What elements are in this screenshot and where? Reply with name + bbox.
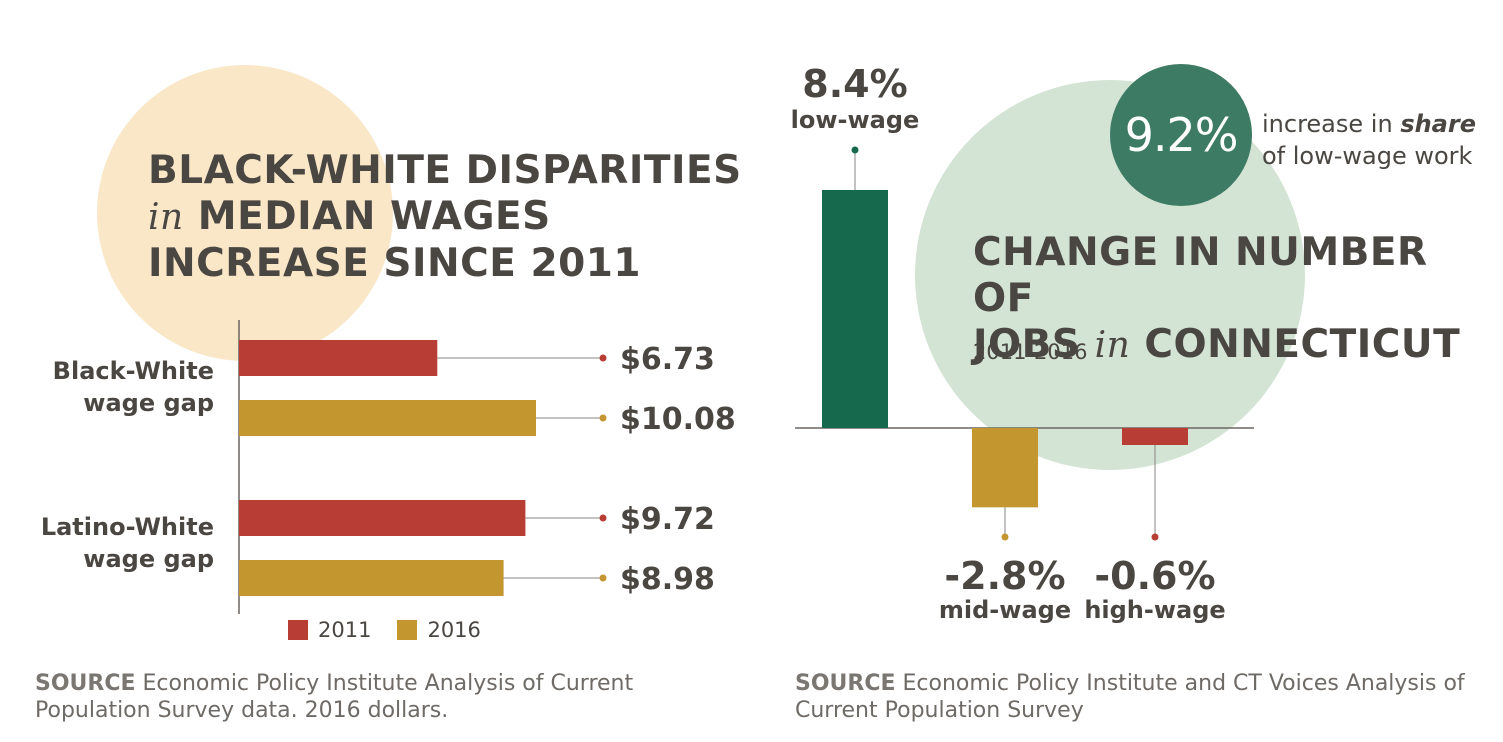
stat-caption: increase in share of low-wage work bbox=[1262, 108, 1476, 172]
leader-dot bbox=[599, 354, 607, 362]
right-chart-title: CHANGE IN NUMBER OF JOBS in CONNECTICUT bbox=[973, 230, 1493, 369]
data-label: $6.73 bbox=[620, 342, 715, 377]
stat-value: 9.2% bbox=[1124, 108, 1239, 162]
leader-dot bbox=[599, 574, 607, 582]
left-title-line1: BLACK-WHITE DISPARITIES bbox=[148, 148, 742, 193]
legend: 2011 2016 bbox=[288, 618, 497, 642]
leader-dot bbox=[599, 414, 607, 422]
data-label: 8.4% bbox=[802, 62, 907, 106]
group-label-line: wage gap bbox=[83, 389, 214, 417]
stat-caption-emphasis: share bbox=[1400, 110, 1476, 138]
data-label: $8.98 bbox=[620, 562, 715, 597]
bar-mid-wage bbox=[972, 428, 1038, 508]
right-bar-chart: 8.4%low-wage -2.8%mid-wage -0.6%high-wage bbox=[791, 62, 1254, 624]
left-title-italic: in bbox=[148, 197, 184, 238]
leader-dot bbox=[1151, 533, 1159, 541]
data-label: $9.72 bbox=[620, 502, 715, 537]
bar-2011-1 bbox=[239, 500, 526, 536]
left-panel: BLACK-WHITE DISPARITIES in MEDIAN WAGES … bbox=[35, 65, 748, 724]
leader-dot bbox=[1001, 533, 1009, 541]
left-title-line3: INCREASE SINCE 2011 bbox=[148, 241, 642, 286]
legend-swatch-2011 bbox=[288, 620, 308, 640]
right-title-italic: in bbox=[1094, 325, 1131, 366]
left-source-note: SOURCE Economic Policy Institute Analysi… bbox=[35, 670, 675, 724]
legend-label-2011: 2011 bbox=[318, 618, 372, 642]
group-label-line: Black-White bbox=[52, 357, 214, 385]
bar-low-wage bbox=[822, 190, 888, 428]
left-bar-chart: $6.73 $10.08 $9.72 $8.98 bbox=[238, 320, 736, 614]
bar-2016-0 bbox=[239, 400, 536, 436]
source-key: SOURCE bbox=[795, 671, 896, 696]
stat-circle: 9.2% bbox=[1110, 64, 1252, 206]
left-chart-title: BLACK-WHITE DISPARITIES in MEDIAN WAGES … bbox=[148, 148, 748, 287]
group-label-latino-white: Latino-White wage gap bbox=[41, 511, 214, 575]
group-label-line: wage gap bbox=[83, 545, 214, 573]
bar-2016-1 bbox=[239, 560, 504, 596]
right-title-line2: JOBS bbox=[973, 322, 1081, 367]
legend-item-2011: 2011 bbox=[288, 618, 371, 642]
group-label-line: Latino-White bbox=[40, 513, 214, 541]
group-label-black-white: Black-White wage gap bbox=[53, 355, 214, 419]
right-panel: 9.2% increase in share of low-wage work … bbox=[760, 0, 1503, 742]
leader-dot bbox=[599, 514, 607, 522]
data-label: -2.8% bbox=[944, 554, 1065, 598]
legend-swatch-2016 bbox=[397, 620, 418, 640]
right-title-line2b: CONNECTICUT bbox=[1144, 322, 1461, 367]
legend-item-2016: 2016 bbox=[397, 618, 481, 642]
stat-caption-pre: increase in bbox=[1262, 110, 1393, 138]
source-key: SOURCE bbox=[35, 671, 136, 696]
source-text: Economic Policy Institute and CT Voices … bbox=[795, 671, 1465, 723]
left-title-line2: MEDIAN WAGES bbox=[197, 194, 551, 239]
data-label: $10.08 bbox=[620, 402, 736, 437]
leader-dot bbox=[851, 146, 859, 154]
decorative-circle bbox=[97, 65, 393, 361]
legend-label-2016: 2016 bbox=[427, 618, 481, 642]
right-title-line1: CHANGE IN NUMBER OF bbox=[973, 230, 1428, 321]
bar-2011-0 bbox=[239, 340, 438, 376]
stat-caption-post: of low-wage work bbox=[1262, 142, 1473, 170]
category-label: low-wage bbox=[791, 106, 920, 134]
bar-high-wage bbox=[1122, 428, 1188, 445]
right-source-note: SOURCE Economic Policy Institute and CT … bbox=[795, 670, 1495, 724]
category-label: high-wage bbox=[1084, 596, 1225, 624]
source-text: Economic Policy Institute Analysis of Cu… bbox=[35, 671, 634, 723]
data-label: -0.6% bbox=[1094, 554, 1215, 598]
right-chart-subtitle: 2011-2016 bbox=[973, 340, 1088, 364]
category-label: mid-wage bbox=[939, 596, 1071, 624]
